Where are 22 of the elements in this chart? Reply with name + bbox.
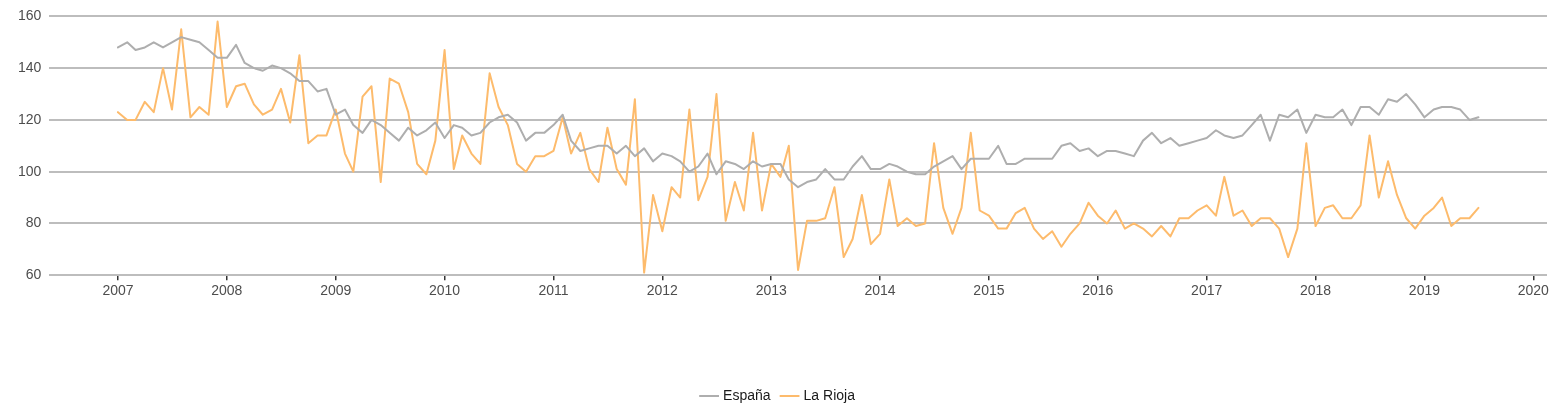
- x-tick-label: 2015: [973, 282, 1005, 299]
- y-tick-label: 60: [25, 266, 42, 283]
- y-tick-label: 100: [18, 162, 42, 179]
- x-tick-label: 2008: [211, 282, 243, 299]
- legend-label: La Rioja: [803, 386, 856, 403]
- x-tick-label: 2007: [102, 282, 134, 299]
- x-tick-label: 2016: [1082, 282, 1114, 299]
- x-tick-label: 2011: [538, 282, 569, 299]
- y-tick-label: 120: [18, 110, 42, 127]
- x-tick-label: 2009: [320, 282, 352, 299]
- x-tick-label: 2020: [1517, 282, 1550, 299]
- x-tick-label: 2017: [1191, 282, 1223, 299]
- x-tick-label: 2018: [1299, 282, 1332, 299]
- y-tick-label: 160: [18, 7, 42, 24]
- x-tick-label: 2019: [1408, 282, 1441, 299]
- x-tick-label: 2013: [755, 282, 787, 299]
- legend-label: España: [723, 386, 771, 403]
- y-tick-label: 80: [25, 214, 42, 231]
- y-tick-label: 140: [18, 59, 42, 76]
- x-tick-label: 2014: [864, 282, 896, 299]
- x-tick-label: 2012: [646, 282, 679, 299]
- x-tick-label: 2010: [429, 282, 461, 299]
